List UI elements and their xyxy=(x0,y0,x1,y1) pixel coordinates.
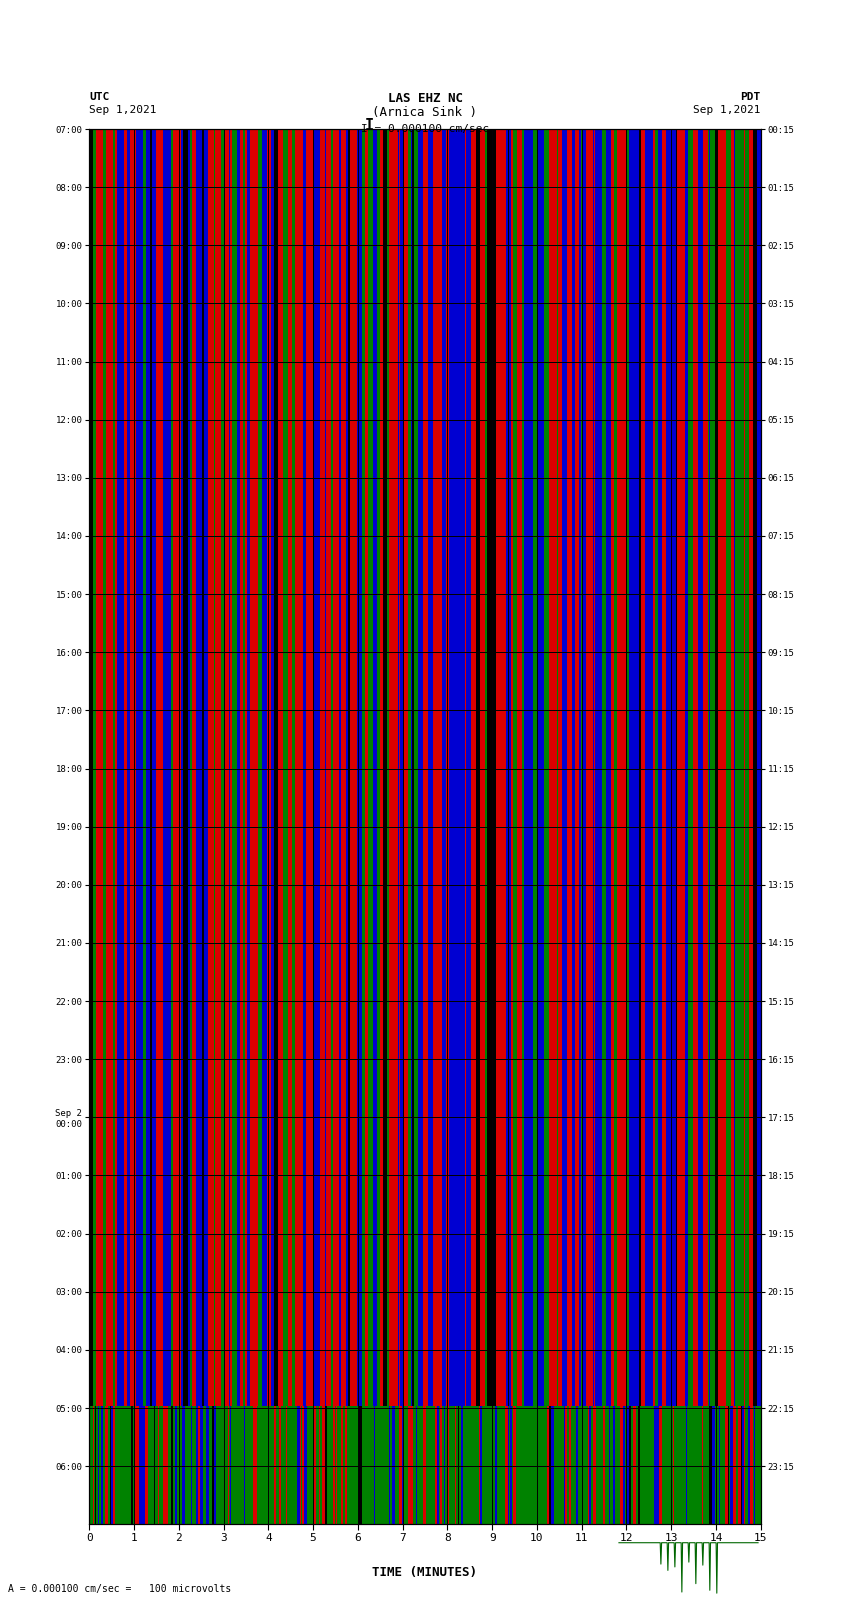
Text: LAS EHZ NC: LAS EHZ NC xyxy=(388,92,462,105)
Text: PDT: PDT xyxy=(740,92,761,102)
Text: Sep 1,2021: Sep 1,2021 xyxy=(694,105,761,115)
Text: I: I xyxy=(366,118,374,134)
Text: I = 0.000100 cm/sec: I = 0.000100 cm/sec xyxy=(361,124,489,134)
Text: UTC: UTC xyxy=(89,92,110,102)
Text: (Arnica Sink ): (Arnica Sink ) xyxy=(372,106,478,119)
Text: A = 0.000100 cm/sec =   100 microvolts: A = 0.000100 cm/sec = 100 microvolts xyxy=(8,1584,232,1594)
Text: Sep 1,2021: Sep 1,2021 xyxy=(89,105,156,115)
X-axis label: TIME (MINUTES): TIME (MINUTES) xyxy=(372,1566,478,1579)
